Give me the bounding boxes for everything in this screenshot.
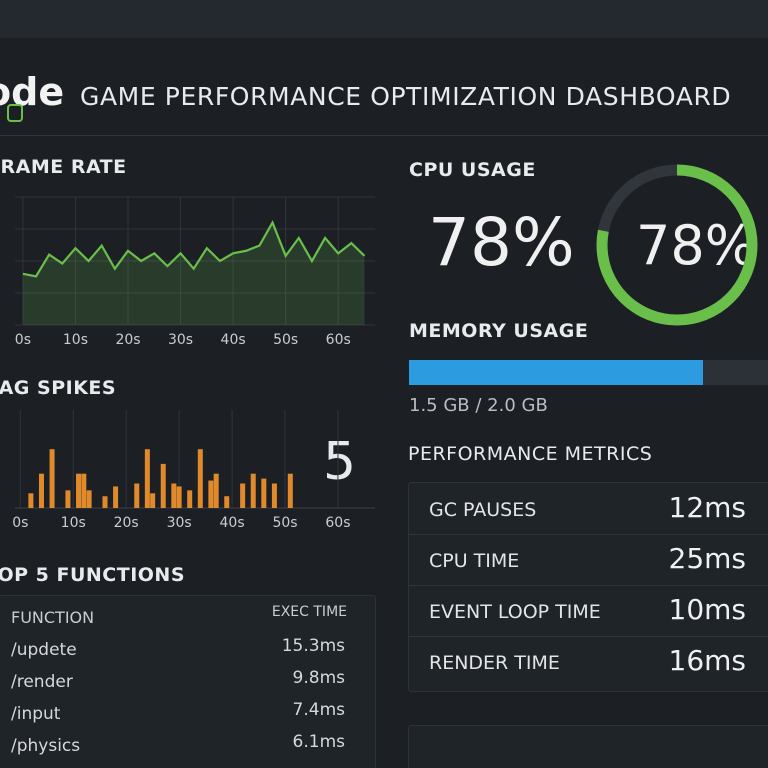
metric-label: RENDER TIME (429, 652, 560, 674)
bar (208, 480, 214, 508)
bar (171, 483, 177, 508)
section-title: MEMORY USAGE (409, 320, 589, 342)
section-title: PERFORMANCE METRICS (408, 443, 653, 465)
x-tick-label: 20s (115, 332, 140, 348)
memory-bar (409, 360, 703, 385)
section-title: CPU USAGE (409, 159, 536, 181)
bar (28, 493, 34, 508)
exec-time: 7.4ms (292, 700, 345, 720)
section-title: LAG SPIKES (0, 377, 117, 399)
x-tick-label: 30s (167, 515, 192, 531)
x-tick-label: 10s (61, 515, 86, 531)
metric-value: 16ms (668, 644, 747, 677)
cpu-gauge-value: 78% (636, 214, 757, 277)
column-header: EXEC TIME (271, 604, 347, 620)
bar (102, 496, 108, 508)
cpu-value: 78% (428, 204, 575, 281)
bar (38, 473, 44, 508)
x-tick-label: 40s (220, 515, 245, 531)
spike-count: 5 (323, 432, 357, 492)
row-divider (409, 636, 768, 637)
exec-time: 15.3ms (281, 636, 345, 656)
metric-label: CPU TIME (429, 550, 520, 572)
x-tick-label: 50s (272, 515, 297, 531)
x-tick-label: 30s (168, 332, 193, 348)
bar (240, 483, 246, 508)
page-title: GAME PERFORMANCE OPTIMIZATION DASHBOARD (80, 82, 732, 111)
bar (224, 496, 230, 508)
bar (213, 473, 219, 508)
bar (187, 490, 193, 508)
logo-icon (7, 104, 23, 122)
functions-table: FUNCTION EXEC TIME/updete 15.3ms/render 9.8… (0, 595, 376, 768)
function-name: /updete (11, 640, 77, 660)
gauge-arc (596, 164, 758, 326)
x-tick-label: 20s (114, 515, 139, 531)
panel (408, 725, 768, 768)
exec-time: 9.8ms (292, 668, 345, 688)
bar (261, 478, 267, 508)
bar (176, 486, 182, 508)
bar (160, 463, 166, 508)
bar (250, 473, 256, 508)
x-tick-label: 0s (12, 515, 28, 531)
bar (271, 483, 277, 508)
function-name: /physics (11, 736, 81, 756)
row-divider (409, 534, 768, 535)
bar (65, 490, 71, 508)
metric-label: EVENT LOOP TIME (429, 601, 601, 623)
column-header: FUNCTION (11, 608, 95, 627)
divider (0, 135, 768, 136)
metric-value: 25ms (668, 542, 747, 575)
bar (81, 473, 87, 508)
bar (287, 473, 293, 508)
function-name: /input (11, 704, 61, 724)
metric-value: 12ms (668, 491, 747, 524)
x-tick-label: 60s (326, 332, 351, 348)
bar (197, 449, 203, 508)
row-divider (409, 585, 768, 586)
memory-label: 1.5 GB / 2.0 GB (409, 395, 548, 416)
x-tick-label: 40s (221, 332, 246, 348)
top-bar (0, 0, 768, 38)
function-name: /render (11, 672, 73, 692)
bar (76, 473, 82, 508)
bar (144, 449, 150, 508)
bar (134, 483, 140, 508)
section-title: FRAME RATE (0, 156, 127, 178)
bar (86, 490, 92, 508)
metric-label: GC PAUSES (429, 499, 537, 521)
x-tick-label: 0s (15, 332, 31, 348)
x-tick-label: 50s (273, 332, 298, 348)
section-title: TOP 5 FUNCTIONS (0, 564, 186, 586)
x-tick-label: 60s (325, 515, 350, 531)
bar (150, 493, 156, 508)
bar (49, 449, 55, 508)
metric-value: 10ms (668, 593, 747, 626)
x-tick-label: 10s (63, 332, 88, 348)
exec-time: 6.1ms (292, 732, 345, 752)
line (22, 220, 366, 278)
line-area (22, 222, 365, 325)
bar (113, 486, 119, 508)
metrics-panel: GC PAUSES 12ms CPU TIME 25ms EVENT LOOP TIME… (408, 482, 768, 692)
